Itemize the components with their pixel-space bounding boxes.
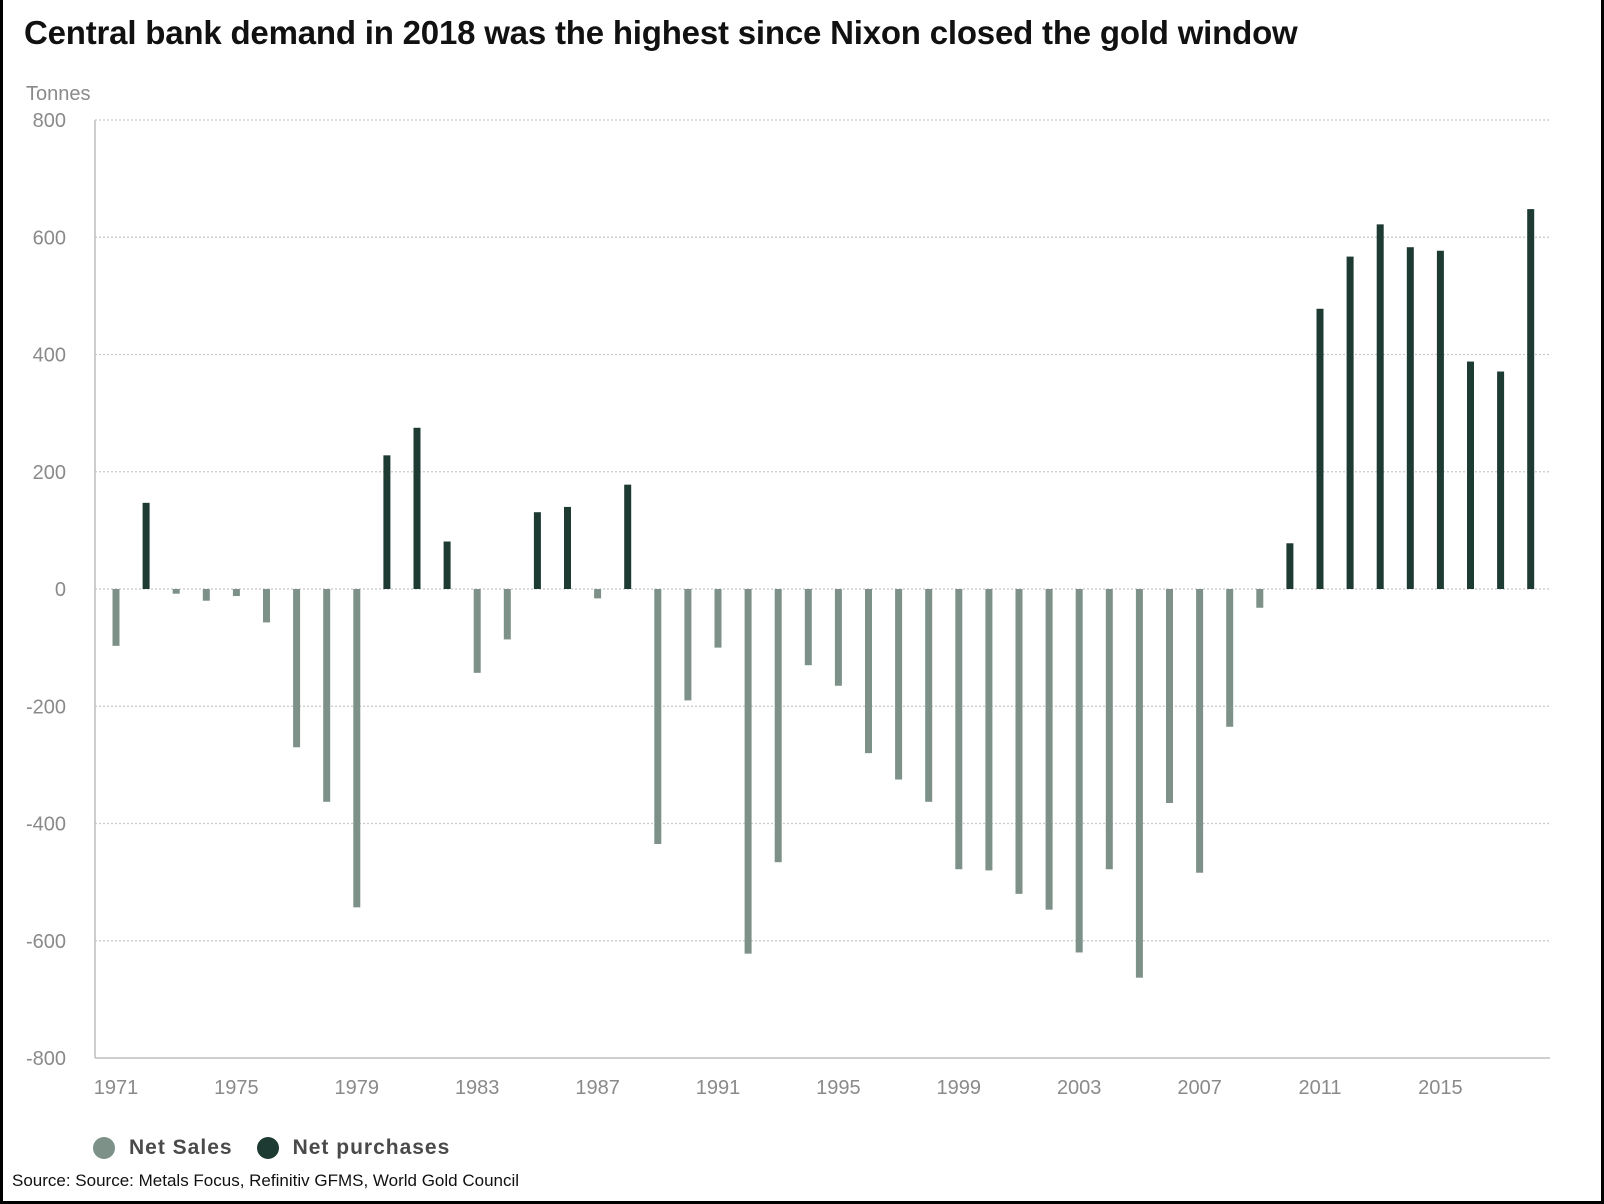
net-purchases-bar bbox=[1527, 209, 1535, 590]
legend-label-net-purchases: Net purchases bbox=[292, 1136, 451, 1159]
net-purchases-bar bbox=[1346, 256, 1354, 589]
net-purchases-bar bbox=[142, 502, 150, 589]
net-sales-bar bbox=[1075, 589, 1083, 953]
net-sales-bar bbox=[1256, 589, 1264, 608]
x-tick-label: 1991 bbox=[696, 1077, 741, 1099]
y-tick-label: -600 bbox=[26, 931, 66, 953]
legend: Net Sales Net purchases bbox=[93, 1136, 474, 1160]
net-sales-bar bbox=[1226, 589, 1234, 727]
net-purchases-bar bbox=[1406, 247, 1414, 589]
x-tick-label: 1995 bbox=[816, 1077, 861, 1099]
net-sales-bar bbox=[202, 589, 210, 601]
net-sales-bar bbox=[804, 589, 812, 666]
y-tick-label: 400 bbox=[33, 345, 66, 367]
y-tick-label: -200 bbox=[26, 696, 66, 718]
net-sales-swatch bbox=[93, 1137, 115, 1159]
net-purchases-bar bbox=[443, 541, 451, 589]
x-tick-label: 2003 bbox=[1057, 1077, 1102, 1099]
net-sales-bar bbox=[293, 589, 301, 748]
chart-title: Central bank demand in 2018 was the high… bbox=[24, 14, 1298, 51]
legend-label-net-sales: Net Sales bbox=[129, 1136, 233, 1159]
net-purchases-bar bbox=[564, 506, 571, 589]
net-sales-bar bbox=[774, 589, 782, 863]
net-sales-bar bbox=[985, 589, 993, 871]
x-tick-label: 1983 bbox=[455, 1077, 500, 1099]
legend-item-net-purchases: Net purchases bbox=[256, 1136, 451, 1160]
x-tick-label: 1979 bbox=[335, 1077, 380, 1099]
net-purchases-bar bbox=[413, 427, 421, 589]
net-sales-bar bbox=[473, 589, 481, 673]
y-tick-label: -400 bbox=[26, 814, 66, 836]
legend-item-net-sales: Net Sales bbox=[93, 1136, 233, 1160]
y-axis-title: Tonnes bbox=[26, 83, 91, 105]
net-sales-bar bbox=[895, 589, 903, 780]
x-tick-label: 2011 bbox=[1298, 1077, 1341, 1099]
net-sales-bar bbox=[684, 589, 692, 701]
net-sales-bar bbox=[654, 589, 662, 845]
net-sales-bar bbox=[232, 589, 240, 597]
net-sales-bar bbox=[594, 589, 602, 599]
x-tick-label: 2007 bbox=[1177, 1077, 1222, 1099]
net-sales-bar bbox=[1166, 589, 1173, 803]
y-tick-label: -800 bbox=[26, 1048, 66, 1070]
net-sales-bar bbox=[1135, 589, 1143, 978]
net-sales-bar bbox=[1196, 589, 1204, 873]
net-sales-bar bbox=[172, 589, 180, 594]
net-purchases-bar bbox=[1316, 308, 1324, 589]
y-tick-label: 600 bbox=[33, 227, 66, 249]
net-purchases-bar bbox=[1376, 224, 1384, 590]
net-purchases-bar bbox=[383, 455, 391, 589]
net-purchases-bar bbox=[1497, 371, 1505, 589]
net-purchases-bar bbox=[533, 512, 541, 589]
x-tick-label: 2015 bbox=[1418, 1077, 1463, 1099]
net-sales-bar bbox=[503, 589, 511, 640]
net-sales-bar bbox=[1045, 589, 1053, 910]
net-sales-bar bbox=[714, 589, 722, 648]
net-sales-bar bbox=[1015, 589, 1023, 894]
x-tick-label: 1975 bbox=[214, 1077, 259, 1099]
net-purchases-bar bbox=[1467, 361, 1474, 589]
net-purchases-bar bbox=[1286, 543, 1294, 589]
net-sales-bar bbox=[925, 589, 933, 802]
net-sales-bar bbox=[1105, 589, 1113, 870]
y-tick-label: 800 bbox=[33, 110, 66, 132]
net-sales-bar bbox=[353, 589, 361, 908]
net-sales-bar bbox=[834, 589, 842, 686]
net-sales-bar bbox=[323, 589, 331, 802]
source-note: Source: Source: Metals Focus, Refinitiv … bbox=[12, 1171, 520, 1190]
x-tick-label: 1987 bbox=[575, 1077, 620, 1099]
net-purchases-bar bbox=[624, 484, 632, 589]
net-sales-bar bbox=[744, 589, 752, 954]
x-tick-label: 1999 bbox=[937, 1077, 982, 1099]
net-sales-bar bbox=[955, 589, 963, 870]
net-sales-bar bbox=[112, 589, 120, 646]
y-tick-label: 200 bbox=[33, 462, 66, 484]
y-tick-label: 0 bbox=[55, 579, 66, 601]
net-purchases-bar bbox=[1436, 250, 1444, 589]
net-purchases-swatch bbox=[256, 1137, 279, 1159]
net-sales-bar bbox=[865, 589, 872, 754]
x-tick-label: 1971 bbox=[94, 1077, 139, 1099]
net-sales-bar bbox=[263, 589, 270, 623]
